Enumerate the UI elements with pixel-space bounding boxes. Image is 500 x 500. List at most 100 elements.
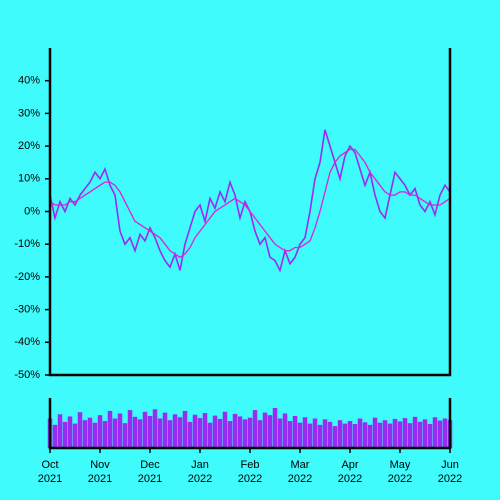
volume-bar	[162, 412, 168, 448]
y-tick-label: 30%	[18, 107, 40, 119]
volume-bar	[127, 410, 133, 448]
line-series	[49, 129, 451, 273]
volume-bar	[142, 411, 148, 448]
volume-bar	[132, 416, 138, 448]
volume-bar	[412, 416, 418, 448]
volume-bar	[332, 426, 338, 448]
volume-bar	[272, 408, 278, 448]
x-tick-label: Mar 2022	[287, 459, 313, 485]
volume-bar	[297, 422, 303, 448]
volume-bar	[417, 421, 423, 448]
volume-bar	[282, 413, 288, 448]
axis-frame	[48, 48, 452, 377]
volume-bar	[137, 419, 143, 448]
volume-bar	[392, 418, 398, 448]
volume-bar	[372, 417, 378, 448]
volume-bar	[97, 415, 103, 448]
y-tick-label: -50%	[14, 369, 40, 381]
volume-bar	[242, 419, 248, 448]
y-tick-label: 20%	[18, 140, 40, 152]
volume-bar	[82, 420, 88, 448]
volume-bar	[407, 423, 413, 448]
volume-bar	[442, 418, 448, 448]
volume-bar	[167, 420, 173, 448]
volume-bar	[327, 421, 333, 448]
volume-bar	[57, 414, 63, 448]
x-tick-label: Jan 2022	[187, 459, 213, 485]
y-tick-label: -30%	[14, 304, 40, 316]
volume-bar	[147, 416, 153, 448]
volume-bar	[237, 416, 243, 448]
volume-bar	[182, 410, 188, 448]
volume-bar	[367, 424, 373, 448]
volume-bar	[202, 413, 208, 448]
volume-bar	[287, 421, 293, 448]
volume-bar	[267, 415, 273, 448]
volume-bar	[347, 421, 353, 448]
volume-bar	[52, 424, 58, 448]
volume-bar	[62, 421, 68, 448]
volume-bar	[67, 416, 73, 448]
volume-bar	[112, 418, 118, 448]
volume-bar	[117, 413, 123, 448]
volume-bar	[157, 418, 163, 448]
volume-bar	[437, 420, 443, 448]
volume-bar	[402, 418, 408, 448]
y-tick-label: 0%	[24, 205, 40, 217]
volume-bar	[122, 423, 128, 448]
volume-bar	[432, 417, 438, 448]
y-tick-label: 40%	[18, 75, 40, 87]
volume-bar	[322, 419, 328, 448]
volume-bar	[227, 421, 233, 448]
volume-bar	[252, 410, 258, 448]
volume-bar	[232, 413, 238, 448]
x-tick-label: Oct 2021	[37, 459, 63, 485]
volume-bar	[397, 421, 403, 448]
volume-bar	[357, 418, 363, 448]
volume-bar	[247, 417, 253, 448]
y-tick-label: -10%	[14, 238, 40, 250]
volume-bar	[212, 415, 218, 448]
volume-bar	[172, 414, 178, 448]
volume-bar	[197, 418, 203, 448]
volume-bar	[307, 423, 313, 448]
volume-bar	[92, 422, 98, 448]
volume-bar	[102, 421, 108, 448]
volume-bar	[422, 419, 428, 448]
volume-bar	[87, 417, 93, 448]
volume-bar	[262, 412, 268, 448]
volume-bar	[337, 420, 343, 448]
volume-bar	[187, 421, 193, 448]
volume-bar	[217, 418, 223, 448]
y-tick-label: 10%	[18, 173, 40, 185]
x-tick-label: May 2022	[387, 459, 413, 485]
volume-bar	[302, 417, 308, 448]
volume-bar	[312, 418, 318, 448]
volume-bar	[192, 414, 198, 448]
volume-bar	[177, 417, 183, 448]
volume-bar	[77, 412, 83, 448]
x-tick-label: Dec 2021	[137, 459, 163, 485]
volume-bar	[257, 420, 263, 448]
volume-bar	[427, 424, 433, 448]
x-tick-label: Feb 2022	[237, 459, 263, 485]
x-tick-label: Apr 2022	[337, 459, 363, 485]
volume-bar	[352, 424, 358, 448]
volume-bar	[362, 422, 368, 448]
y-tick-label: -40%	[14, 336, 40, 348]
volume-bar	[152, 409, 158, 448]
volume-bar	[107, 410, 113, 448]
volume-bar	[342, 423, 348, 448]
volume-bar	[207, 422, 213, 448]
volume-bar	[72, 423, 78, 448]
volume-bar	[292, 416, 298, 448]
volume-bar	[317, 424, 323, 448]
volume-bar	[382, 420, 388, 448]
volume-bar	[277, 418, 283, 448]
volume-bar	[222, 411, 228, 448]
y-tick-label: -20%	[14, 271, 40, 283]
volume-bar	[377, 422, 383, 448]
line-series	[49, 148, 451, 259]
